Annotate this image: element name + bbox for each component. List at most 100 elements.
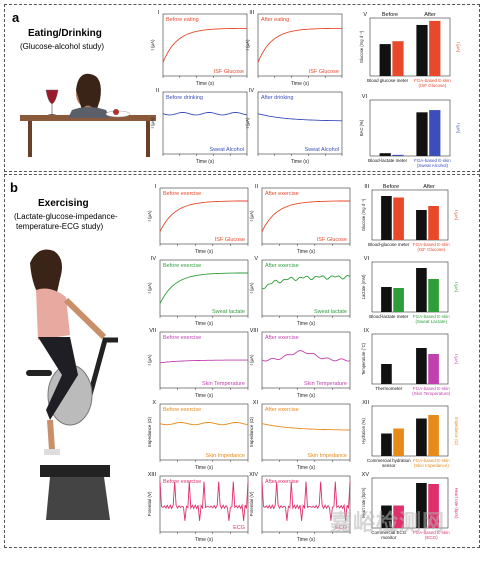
- panel-number: VI: [364, 256, 370, 262]
- y-axis-label: I (μA): [245, 117, 250, 129]
- x-axis-label: Time (s): [297, 465, 315, 471]
- panel-number: XIII: [148, 472, 157, 478]
- series-line: [261, 350, 351, 362]
- panel-number: XIV: [249, 472, 258, 478]
- y-axis-left-label: Glucose (mg d⁻¹): [359, 30, 364, 63]
- x-axis-label: Time (s): [196, 159, 214, 165]
- plot-note: After exercise: [265, 263, 299, 269]
- bar-eskin-after: [428, 279, 439, 312]
- y-axis-left-label: Glucose (mg d⁻¹): [361, 198, 366, 231]
- y-axis-right-label: I (μA): [454, 210, 459, 221]
- bar-eskin-after: [428, 206, 439, 240]
- bar-a-vi: VI BAC (%) I (μA) Blood-lactate meter FGA-ba…: [359, 94, 461, 168]
- category-eskin: FGA-based E-skin: [413, 242, 450, 247]
- series-line: [159, 481, 249, 521]
- y-axis-right-label: I (μA): [456, 123, 461, 134]
- panel-number: V: [254, 256, 258, 262]
- plot-frame: [261, 187, 351, 245]
- panel-a: [4, 4, 480, 172]
- y-axis-label: I (μA): [150, 39, 155, 51]
- plot-a-iv: IV After drinking Sweat Alcohol I (μA) Time …: [245, 88, 343, 165]
- series-line: [257, 27, 343, 63]
- category-eskin: FGA-based E-skin: [413, 458, 450, 463]
- cycling-illustration: [26, 249, 118, 520]
- x-axis-label: Time (s): [195, 537, 213, 543]
- x-axis-label: Time (s): [291, 159, 309, 165]
- plot-legend: Skin Impedance: [206, 453, 245, 459]
- plot-b-xi: XI After exercise Skin Impedance Impedance …: [249, 400, 351, 471]
- y-axis-label: Potential (V): [249, 491, 254, 516]
- eating-illustration: [20, 73, 156, 157]
- plot-legend: Sweat lactate: [314, 309, 347, 315]
- plot-b-ii: II After exercise ISF Glucose I (μA) Time (s…: [249, 184, 351, 255]
- panel-number: IX: [364, 328, 370, 334]
- plot-legend: ECG: [335, 525, 347, 531]
- plot-legend: Skin Temperature: [304, 381, 347, 387]
- bar-reference-before: [381, 287, 392, 312]
- x-axis-label: Time (s): [297, 321, 315, 327]
- category-eskin-sub: (ISF Glucose): [419, 83, 447, 88]
- plot-legend: Sweat Alcohol: [209, 147, 244, 153]
- y-axis-right-label: I (μA): [454, 282, 459, 293]
- plot-b-xiv: XIV After exercise ECG Potential (V) Time (s…: [249, 472, 351, 543]
- bar-a-v: V Before After Glucose (mg d⁻¹) I (μA) Blood …: [359, 12, 461, 88]
- panel-b-subtitle2: temperature-ECG study): [16, 222, 104, 231]
- series-line: [159, 359, 248, 364]
- series-line: [159, 272, 248, 304]
- category-reference: Blood-lactate meter: [368, 158, 408, 163]
- category-reference: Thermometer: [375, 386, 403, 391]
- category-reference: Blood-lactate meter: [369, 314, 409, 319]
- panel-b-letter: b: [10, 180, 18, 195]
- before-label: Before: [383, 184, 399, 190]
- x-axis-label: Time (s): [297, 393, 315, 399]
- plot-note: Before drinking: [166, 95, 203, 101]
- bar-reference-after: [416, 348, 427, 384]
- plot-b-x: X Before exercise Skin Impedance Impedance …: [147, 400, 249, 471]
- category-eskin-sub: (ISF Glucose): [417, 247, 445, 252]
- panel-number: II: [156, 88, 160, 94]
- before-label: Before: [382, 12, 398, 18]
- panel-number: V: [363, 12, 367, 18]
- after-label: After: [423, 184, 435, 190]
- series-line: [162, 112, 248, 116]
- category-reference: Commercial hydration: [367, 458, 411, 463]
- plot-legend: ECG: [233, 525, 245, 531]
- panel-b: [4, 174, 480, 548]
- plot-frame: [162, 91, 248, 155]
- x-axis-label: Time (s): [291, 81, 309, 87]
- plot-a-iii: III After eating ISF Glucose I (μA) Time (s): [245, 10, 343, 87]
- panel-number: III: [249, 10, 254, 16]
- panel-number: IV: [249, 88, 255, 94]
- panel-number: II: [255, 184, 259, 190]
- plot-note: Before eating: [166, 17, 199, 23]
- panel-number: XI: [253, 400, 259, 406]
- bar-reference-before: [381, 505, 392, 528]
- bar-b-ix: IX Temperature (°C) I (μA) Thermometer FGA-b…: [361, 328, 459, 396]
- y-axis-label: I (μA): [147, 354, 152, 366]
- category-eskin-sub: (Sweat Alcohol): [417, 163, 449, 168]
- plot-legend: Skin Temperature: [202, 381, 245, 387]
- x-axis-label: Time (s): [195, 465, 213, 471]
- panel-number: III: [364, 184, 369, 190]
- panel-number: I: [154, 184, 156, 190]
- bar-eskin-before: [393, 428, 404, 456]
- y-axis-label: Impedance (Ω): [249, 417, 254, 447]
- bar-reference-before: [381, 364, 392, 384]
- plot-frame: [257, 13, 343, 77]
- y-axis-label: I (μA): [245, 39, 250, 51]
- plot-legend: Sweat lactate: [212, 309, 245, 315]
- bar-b-vi: VI Lactate (mM) I (μA) Blood-lactate meter F…: [361, 256, 459, 324]
- bar-eskin-after: [428, 484, 439, 528]
- y-axis-left-label: Heart rate (bpm): [361, 487, 366, 518]
- bar-eskin-after: [428, 354, 439, 384]
- panel-number: VI: [362, 94, 368, 100]
- bar-eskin-before: [392, 41, 404, 76]
- bar-reference-after: [416, 24, 428, 76]
- plot-note: Before exercise: [163, 335, 201, 341]
- plot-note: Before exercise: [163, 407, 201, 413]
- panel-a-subtitle: (Glucose-alcohol study): [20, 42, 105, 51]
- y-axis-left-label: Hydration (%): [361, 418, 366, 444]
- plot-note: After eating: [261, 17, 289, 23]
- x-axis-label: Time (s): [195, 393, 213, 399]
- bar-b-iii: III Before After Glucose (mg d⁻¹) I (μA) Bloo…: [361, 184, 459, 252]
